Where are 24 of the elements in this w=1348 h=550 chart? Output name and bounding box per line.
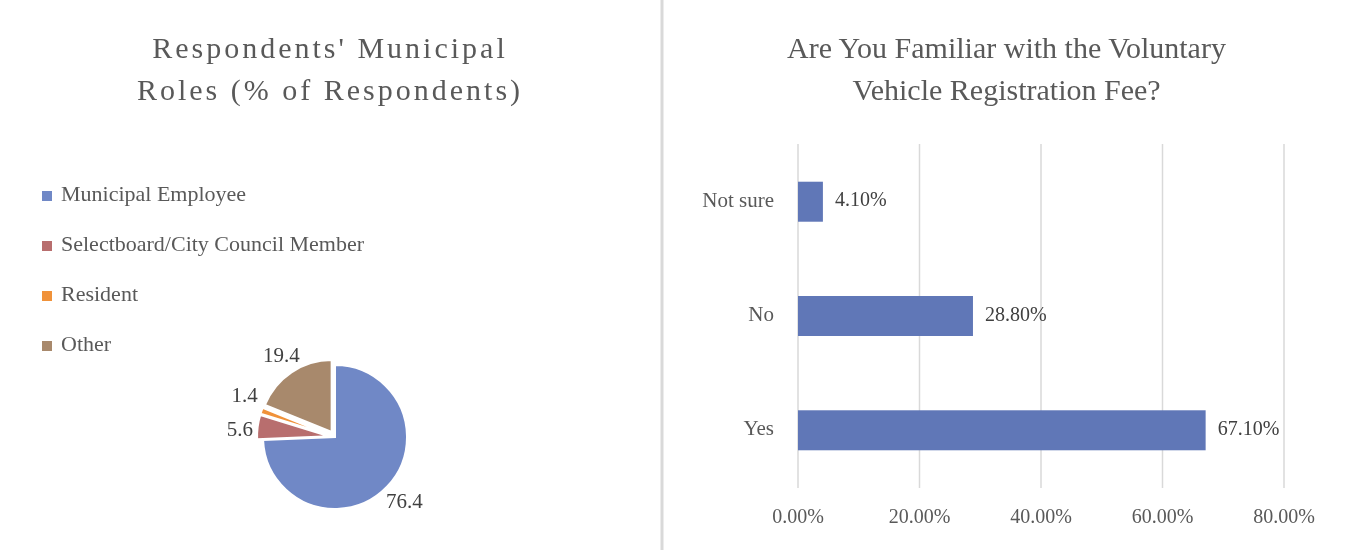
data-label: 5.6 [226, 416, 253, 441]
chart-title: Are You Familiar with the Voluntary Vehicle Registration Fee? [787, 31, 1226, 106]
bar [798, 296, 973, 336]
data-label: 19.4 [262, 343, 301, 368]
y-tick-label: No [748, 301, 774, 326]
chart-title: Respondents' Municipal Roles (% of Respondents) [136, 31, 524, 107]
y-tick-label: Not sure [702, 187, 774, 212]
legend-label: Selectboard/City Council Member [61, 231, 365, 257]
x-tick-label: 0.00% [772, 505, 824, 527]
legend-label: Resident [61, 281, 138, 307]
data-label: 28.80% [984, 302, 1047, 325]
x-tick-label: 80.00% [1253, 505, 1315, 527]
bar [798, 410, 1206, 451]
data-label: 4.10% [834, 188, 887, 211]
x-tick-label: 40.00% [1010, 505, 1072, 527]
y-tick-label: Yes [743, 416, 774, 441]
data-label: 76.4 [385, 489, 424, 514]
legend-label: Other [61, 331, 112, 357]
x-tick-label: 20.00% [888, 505, 951, 527]
bar [798, 181, 823, 222]
legend-label: Municipal Employee [61, 181, 247, 207]
data-label: 1.4 [231, 382, 259, 407]
data-label: 67.10% [1217, 416, 1280, 439]
x-tick-label: 60.00% [1131, 505, 1194, 527]
